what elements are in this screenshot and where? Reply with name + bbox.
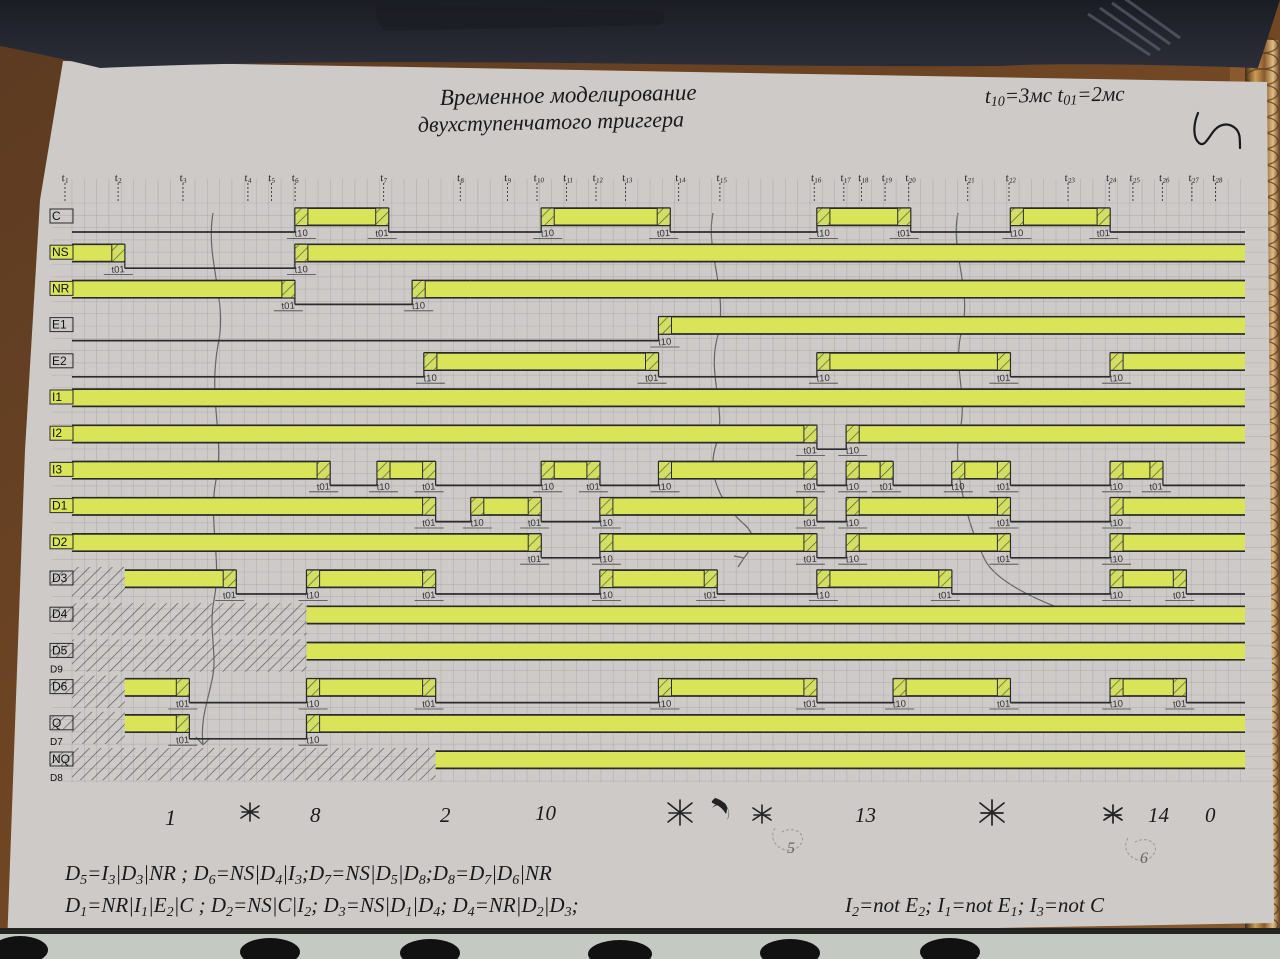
svg-text:Q: Q: [52, 716, 61, 730]
svg-text:10: 10: [535, 801, 557, 825]
svg-text:NR: NR: [52, 281, 70, 295]
svg-text:I2: I2: [52, 426, 62, 440]
svg-text:E1: E1: [52, 318, 67, 332]
svg-text:14: 14: [1148, 803, 1170, 827]
svg-text:NQ: NQ: [52, 752, 70, 766]
svg-text:D8: D8: [50, 773, 63, 784]
svg-text:E2: E2: [52, 354, 67, 368]
svg-text:I3: I3: [52, 462, 62, 476]
svg-text:I2=not E2; I1=not E1; I3=not C: I2=not E2; I1=not E1; I3=not C: [844, 893, 1105, 920]
svg-text:0: 0: [1205, 803, 1216, 827]
svg-text:I1: I1: [52, 390, 62, 404]
svg-text:D9: D9: [50, 665, 63, 676]
svg-text:D3: D3: [52, 571, 68, 585]
svg-text:6: 6: [1140, 850, 1148, 867]
svg-text:D5: D5: [52, 643, 68, 657]
svg-text:D1: D1: [52, 499, 68, 513]
svg-text:NS: NS: [52, 245, 69, 259]
svg-text:D7: D7: [50, 737, 63, 748]
svg-text:C: C: [52, 209, 61, 223]
svg-text:13: 13: [855, 803, 876, 827]
svg-text:D2: D2: [52, 535, 68, 549]
svg-text:D6: D6: [52, 680, 68, 694]
svg-text:1: 1: [165, 805, 176, 830]
svg-text:t10=3мс t01=2мс: t10=3мс t01=2мс: [985, 82, 1126, 110]
svg-text:8: 8: [310, 803, 321, 827]
svg-text:D4: D4: [52, 607, 68, 621]
svg-text:2: 2: [440, 803, 451, 827]
svg-text:5: 5: [787, 840, 795, 857]
